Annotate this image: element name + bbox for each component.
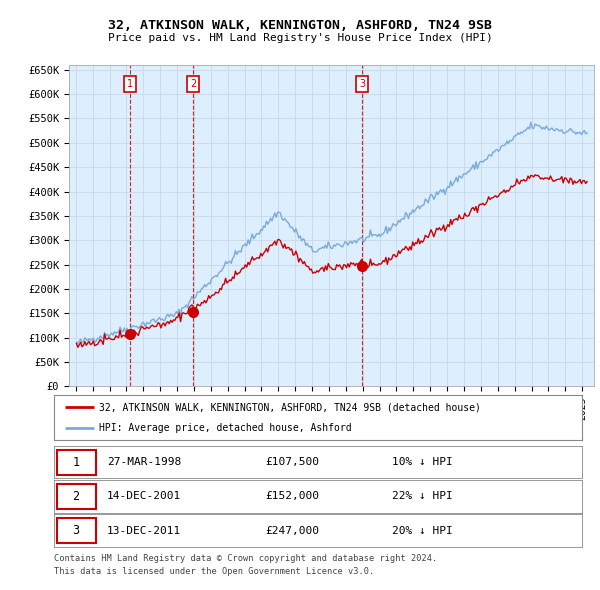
- Text: 10% ↓ HPI: 10% ↓ HPI: [392, 457, 452, 467]
- Text: £247,000: £247,000: [265, 526, 319, 536]
- Text: This data is licensed under the Open Government Licence v3.0.: This data is licensed under the Open Gov…: [54, 567, 374, 576]
- Text: Contains HM Land Registry data © Crown copyright and database right 2024.: Contains HM Land Registry data © Crown c…: [54, 554, 437, 563]
- Text: 27-MAR-1998: 27-MAR-1998: [107, 457, 181, 467]
- Text: 3: 3: [73, 524, 80, 537]
- Text: 3: 3: [359, 80, 365, 90]
- Text: 1: 1: [73, 455, 80, 469]
- Text: £107,500: £107,500: [265, 457, 319, 467]
- Text: Price paid vs. HM Land Registry's House Price Index (HPI): Price paid vs. HM Land Registry's House …: [107, 33, 493, 43]
- Text: 32, ATKINSON WALK, KENNINGTON, ASHFORD, TN24 9SB (detached house): 32, ATKINSON WALK, KENNINGTON, ASHFORD, …: [99, 402, 481, 412]
- FancyBboxPatch shape: [56, 484, 96, 509]
- Text: 22% ↓ HPI: 22% ↓ HPI: [392, 491, 452, 502]
- Text: 13-DEC-2011: 13-DEC-2011: [107, 526, 181, 536]
- Text: 2: 2: [73, 490, 80, 503]
- Text: 14-DEC-2001: 14-DEC-2001: [107, 491, 181, 502]
- Text: £152,000: £152,000: [265, 491, 319, 502]
- Text: 1: 1: [127, 80, 133, 90]
- FancyBboxPatch shape: [56, 450, 96, 475]
- Text: 2: 2: [190, 80, 196, 90]
- Text: 20% ↓ HPI: 20% ↓ HPI: [392, 526, 452, 536]
- FancyBboxPatch shape: [56, 518, 96, 543]
- Text: 32, ATKINSON WALK, KENNINGTON, ASHFORD, TN24 9SB: 32, ATKINSON WALK, KENNINGTON, ASHFORD, …: [108, 19, 492, 32]
- Text: HPI: Average price, detached house, Ashford: HPI: Average price, detached house, Ashf…: [99, 422, 352, 432]
